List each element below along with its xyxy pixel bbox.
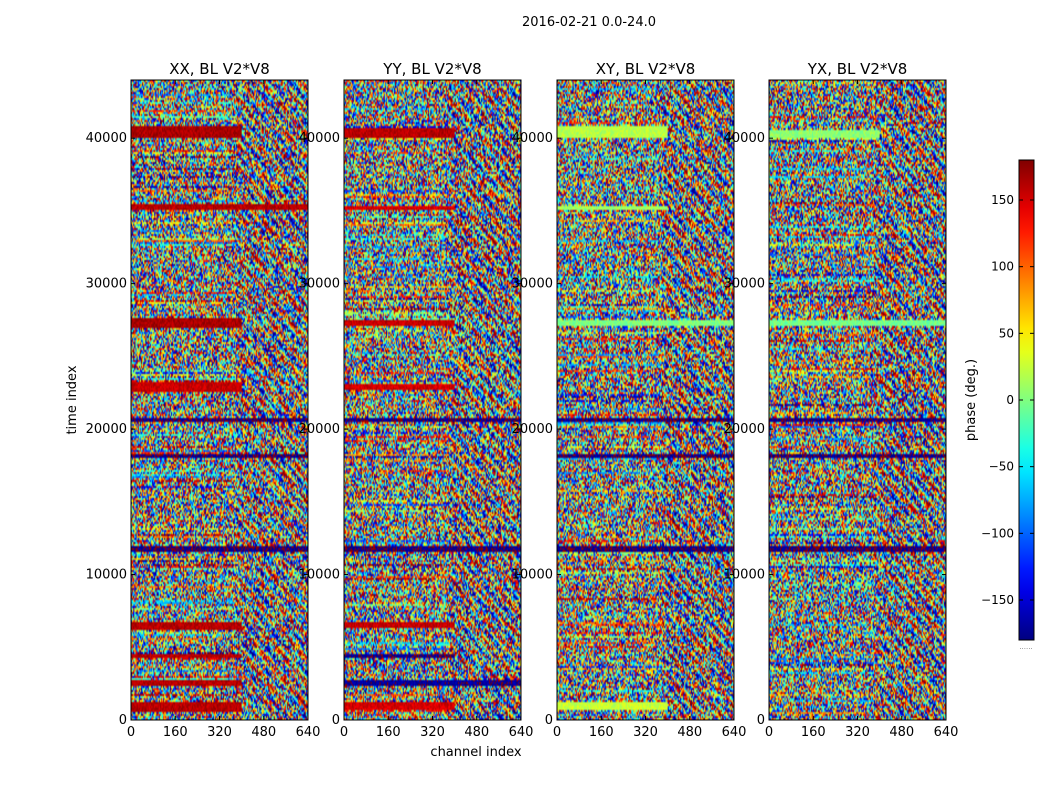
x-tick-label: 480: [251, 725, 276, 740]
y-tick-label: 20000: [299, 422, 340, 437]
y-tick-label: 30000: [299, 277, 340, 292]
y-tick-label: 10000: [512, 568, 553, 583]
y-tick-label: 20000: [724, 422, 765, 437]
y-tick-label: 30000: [512, 277, 553, 292]
y-axis-label: time index: [65, 365, 80, 434]
x-tick-label: 0: [340, 725, 348, 740]
figure-suptitle: 2016-02-21 0.0-24.0: [522, 15, 656, 30]
y-tick-label: 0: [119, 713, 127, 728]
x-tick-label: 480: [464, 725, 489, 740]
x-tick-label: 160: [589, 725, 614, 740]
x-axis-label: channel index: [430, 745, 521, 760]
y-tick-label: 0: [332, 713, 340, 728]
y-tick-label: 20000: [86, 422, 127, 437]
y-tick-label: 20000: [512, 422, 553, 437]
x-tick-label: 480: [889, 725, 914, 740]
y-tick-label: 10000: [724, 568, 765, 583]
colorbar-tick-label: 50: [999, 326, 1014, 340]
colorbar: −150 −100 −50 0 50 100 150: [981, 159, 1035, 641]
colorbar-tick-label: 100: [991, 260, 1014, 274]
y-tick-label: 30000: [86, 277, 127, 292]
heatmap-panel: XY, BL V2*V8 0 160 320 480 640 0 10000 20000 3000…: [512, 60, 747, 740]
y-tick-label: 0: [545, 713, 553, 728]
colorbar-tick-label: −150: [981, 593, 1014, 607]
x-tick-label: 0: [553, 725, 561, 740]
heatmap-panel: YY, BL V2*V8 0 160 320 480 640 0 10000 20000 3000…: [299, 60, 534, 740]
x-tick-label: 320: [207, 725, 232, 740]
x-tick-label: 0: [765, 725, 773, 740]
x-tick-label: 320: [845, 725, 870, 740]
y-tick-label: 40000: [86, 131, 127, 146]
y-tick-label: 10000: [299, 568, 340, 583]
x-tick-label: 160: [163, 725, 188, 740]
x-tick-label: 160: [801, 725, 826, 740]
x-tick-label: 320: [633, 725, 658, 740]
colorbar-tick-label: 0: [1006, 393, 1014, 407]
y-tick-label: 0: [757, 713, 765, 728]
panel-title: YX, BL V2*V8: [807, 60, 908, 78]
heatmap-panel: YX, BL V2*V8 0 160 320 480 640 0 10000 20000 3000…: [724, 60, 959, 740]
x-tick-label: 640: [934, 725, 959, 740]
y-tick-label: 10000: [86, 568, 127, 583]
heatmap-image: [557, 80, 734, 720]
x-tick-label: 320: [420, 725, 445, 740]
x-tick-label: 0: [127, 725, 135, 740]
x-tick-label: 640: [296, 725, 321, 740]
x-tick-label: 160: [376, 725, 401, 740]
heatmap-image: [131, 80, 308, 720]
panel-title: XY, BL V2*V8: [596, 60, 696, 78]
colorbar-label: phase (deg.): [964, 359, 979, 441]
x-tick-label: 640: [509, 725, 534, 740]
heatmap-image: [769, 80, 946, 720]
panel-title: XX, BL V2*V8: [169, 60, 270, 78]
colorbar-footer: ......: [1019, 643, 1032, 651]
heatmap-panel: XX, BL V2*V8 0 160 320 480 640 0 10000 20000 3000…: [86, 60, 321, 740]
x-tick-label: 480: [677, 725, 702, 740]
panel-title: YY, BL V2*V8: [382, 60, 481, 78]
y-tick-label: 40000: [512, 131, 553, 146]
colorbar-tick-label: 150: [991, 193, 1014, 207]
colorbar-tick-label: −100: [981, 526, 1014, 540]
panels: XX, BL V2*V8 0 160 320 480 640 0 10000 20000 3000…: [86, 60, 959, 740]
x-tick-label: 640: [722, 725, 747, 740]
y-tick-label: 40000: [299, 131, 340, 146]
y-tick-label: 30000: [724, 277, 765, 292]
colorbar-tick-label: −50: [989, 460, 1014, 474]
heatmap-image: [344, 80, 521, 720]
y-tick-label: 40000: [724, 131, 765, 146]
